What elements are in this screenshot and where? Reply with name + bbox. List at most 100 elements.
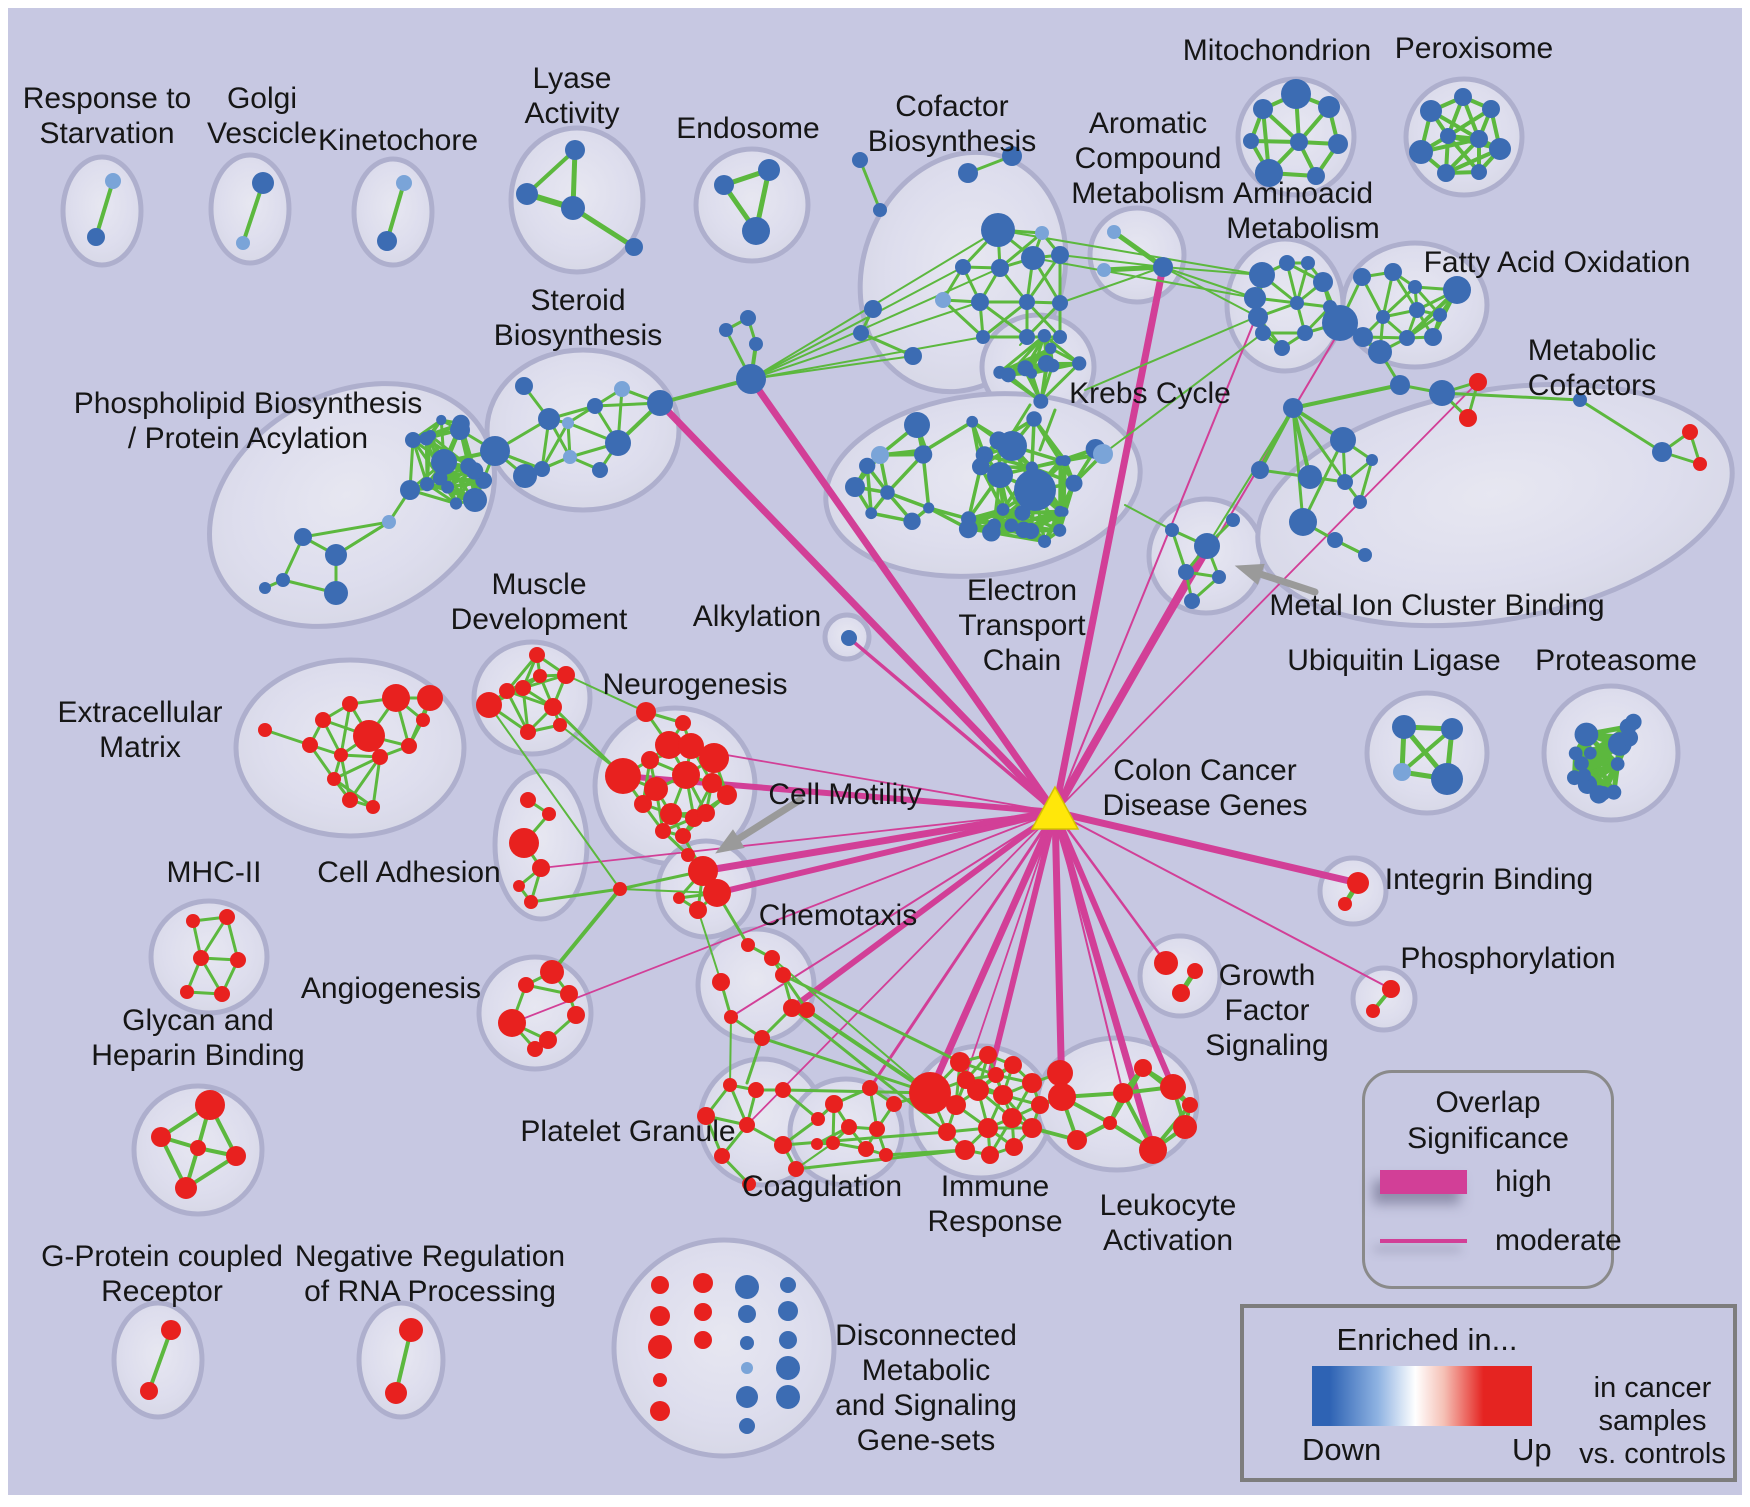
node-proteasome [1606, 784, 1622, 800]
node-cofactor-biosynthesis [935, 292, 951, 308]
cluster-label-disconnected-gene-sets: Metabolic [862, 1354, 990, 1387]
node-connector-hubs [613, 882, 627, 896]
cluster-label-phosphorylation: Phosphorylation [1400, 942, 1615, 975]
cluster-label-phospholipid-protein-acylation: / Protein Acylation [128, 422, 368, 455]
node-fatty-acid-oxidation [1376, 310, 1390, 324]
node-disconnected-gene-sets [648, 1335, 672, 1359]
cluster-label-alkylation: Alkylation [693, 600, 821, 633]
edge-extracellular-matrix [371, 755, 382, 809]
cluster-label-neurogenesis: Neurogenesis [602, 668, 787, 701]
inter-edge [805, 1008, 932, 1095]
edge-fatty-acid-oxidation [1381, 285, 1417, 319]
edge-cofactor-biosynthesis [998, 231, 1044, 270]
cluster-label-coagulation: Coagulation [742, 1170, 902, 1203]
edge-extracellular-matrix [332, 755, 382, 781]
node-chemotaxis [764, 950, 780, 966]
cluster-ellipse-growth-factor-signaling [1137, 933, 1223, 1019]
cluster-label-aminoacid-metabolism: Metabolism [1226, 212, 1379, 245]
node-electron-transport-chain [1014, 469, 1056, 511]
node-peroxisome [1437, 164, 1455, 182]
node-disconnected-gene-sets [650, 1306, 670, 1326]
node-chemotaxis [775, 967, 791, 983]
node-growth-factor-signaling [1154, 951, 1178, 975]
node-immune-response [957, 1071, 975, 1089]
inter-edge [781, 1130, 949, 1147]
node-cell-adhesion [542, 807, 556, 821]
node-peroxisome [1409, 140, 1433, 164]
node-neurogenesis [699, 743, 729, 773]
inter-edge [750, 266, 964, 380]
node-aromatic-compound-metabolism [1107, 225, 1121, 239]
node-phospholipid-protein-acylation [325, 544, 347, 566]
node-metabolic-cofactors [1327, 532, 1343, 548]
edge-kinetochore [385, 181, 406, 243]
node-phospholipid-protein-acylation [436, 414, 447, 426]
node-extracellular-matrix [315, 712, 331, 728]
inter-edge [1291, 383, 1402, 410]
node-disconnected-gene-sets [736, 1386, 758, 1408]
node-proteasome [1584, 746, 1597, 760]
inter-edge [550, 887, 622, 974]
node-cofactor-biosynthesis [958, 163, 978, 183]
node-neurogenesis [634, 795, 652, 813]
node-krebs-cycle [1044, 342, 1057, 355]
node-immune-response [1031, 1096, 1049, 1114]
node-neurogenesis [644, 777, 668, 801]
node-disconnected-gene-sets [738, 1305, 756, 1323]
node-aminoacid-metabolism [1290, 296, 1304, 310]
node-disconnected-gene-sets [778, 1301, 798, 1321]
cluster-label-endosome: Endosome [676, 112, 819, 145]
cluster-label-leukocyte-activation: Activation [1103, 1224, 1233, 1257]
overlap-edge-moderate [1053, 810, 1168, 965]
enrichment-gradient-bar [1312, 1366, 1532, 1426]
node-integrin-binding [1347, 872, 1369, 894]
node-fatty-acid-oxidation [1399, 330, 1415, 346]
node-negative-regulation-rna-processing [385, 1382, 407, 1404]
node-aminoacid-metabolism [1249, 262, 1275, 288]
overlap-edge-moderate [746, 811, 1056, 1126]
node-muscle-development [553, 718, 567, 732]
node-muscle-development [533, 669, 547, 683]
node-fatty-acid-oxidation [1433, 308, 1447, 322]
node-aminoacid-metabolism [1255, 325, 1271, 341]
cluster-label-cell-adhesion: Cell Adhesion [317, 856, 500, 889]
node-cofactor-biosynthesis [955, 259, 971, 275]
node-phospholipid-protein-acylation [477, 477, 488, 489]
cluster-ellipse-golgi-vescicle [208, 152, 292, 266]
cluster-label-cell-motility: Cell Motility [768, 778, 921, 811]
overlap-edge-high [1051, 808, 1066, 1101]
inter-edge [771, 957, 931, 1094]
node-electron-transport-chain [903, 512, 921, 530]
inter-edge [1059, 266, 1164, 304]
node-chemotaxis [712, 973, 730, 991]
node-immune-response [950, 1052, 970, 1072]
node-kinetochore [377, 231, 397, 251]
overlap-edge-moderate [1054, 381, 1479, 813]
node-electron-transport-chain [996, 503, 1010, 516]
cluster-label-immune-response: Response [927, 1205, 1062, 1238]
node-electron-transport-chain [1004, 518, 1019, 533]
node-mhc-ii [230, 952, 246, 968]
node-leukocyte-activation [1048, 1083, 1076, 1111]
node-aminoacid-metabolism [1322, 305, 1358, 341]
inter-edge [729, 1016, 732, 1086]
inter-edge [1162, 266, 1263, 276]
node-platelet-granule [723, 1078, 737, 1092]
inter-edge [750, 301, 981, 380]
inter-edge [1291, 406, 1347, 484]
node-phospholipid-protein-acylation [431, 449, 457, 475]
node-mitochondrion [1307, 167, 1325, 185]
node-extracellular-matrix [382, 684, 410, 712]
node-cofactor-biosynthesis [1019, 329, 1035, 345]
node-neurogenesis [678, 733, 704, 759]
node-steroid-biosynthesis [614, 381, 630, 397]
node-metabolic-cofactors [1682, 424, 1698, 440]
node-extracellular-matrix [353, 720, 385, 752]
node-coagulation [826, 1136, 840, 1150]
node-endosome [714, 175, 734, 195]
edge-cofactor-biosynthesis [981, 300, 1029, 339]
legend-enriched-in: Enriched in... Down Up in cancer samples… [1240, 1304, 1737, 1482]
node-cofactor-biosynthesis [1002, 146, 1022, 166]
inter-edge [1291, 406, 1305, 524]
legend-moderate-label: moderate [1495, 1224, 1622, 1257]
